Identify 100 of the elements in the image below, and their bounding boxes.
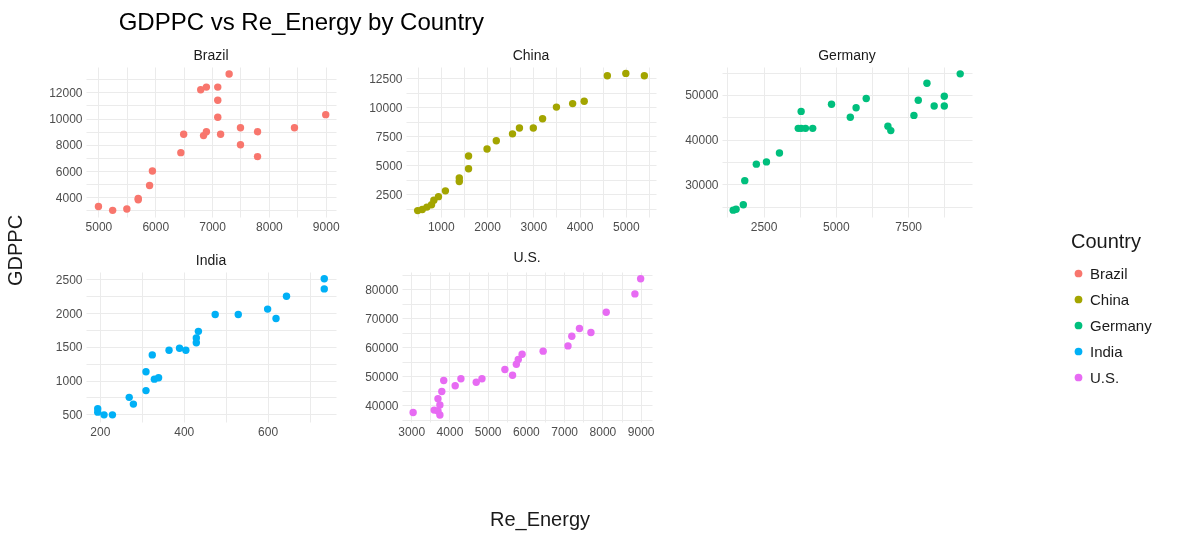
point — [914, 96, 922, 104]
point — [457, 375, 465, 383]
point — [216, 130, 225, 138]
x-tick-label: 5000 — [612, 219, 641, 234]
x-tick-label: 4000 — [566, 219, 594, 234]
point — [290, 124, 299, 132]
x-tick-label: 8000 — [256, 219, 284, 234]
y-tick-label: 2000 — [55, 306, 83, 321]
point — [514, 355, 522, 364]
point — [775, 149, 784, 157]
legend-label: India — [1090, 342, 1124, 360]
point — [214, 83, 222, 91]
point — [552, 103, 561, 111]
point — [145, 181, 154, 190]
point — [956, 70, 964, 78]
y-tick-label: 50000 — [365, 369, 399, 384]
point — [483, 145, 491, 153]
point — [253, 152, 262, 161]
point — [436, 411, 444, 419]
chart-title: Germany — [818, 46, 876, 63]
point — [580, 97, 588, 105]
point — [622, 69, 630, 78]
y-tick-label: 500 — [62, 407, 83, 422]
point — [852, 104, 860, 112]
x-tick-label: 5000 — [474, 424, 502, 439]
point — [568, 332, 576, 341]
point — [636, 275, 645, 283]
y-tick-label: 40000 — [685, 133, 719, 148]
point — [197, 86, 205, 94]
point — [455, 174, 463, 182]
point — [282, 292, 291, 301]
y-tick-label: 50000 — [685, 88, 719, 103]
y-tick-label: 2500 — [375, 187, 403, 202]
point — [741, 176, 749, 185]
point — [930, 102, 938, 110]
point — [177, 148, 185, 157]
point — [263, 305, 272, 313]
x-tick-label: 8000 — [589, 424, 617, 439]
chart-title: China — [512, 47, 550, 63]
point — [434, 395, 442, 403]
point — [797, 107, 805, 116]
y-tick-label: 12000 — [49, 85, 83, 100]
chart-title: U.S. — [513, 248, 541, 265]
point — [515, 124, 524, 132]
y-tick-label: 1000 — [55, 374, 83, 389]
point — [142, 368, 150, 376]
point — [214, 113, 222, 121]
point — [631, 290, 639, 298]
point — [603, 72, 612, 80]
point — [108, 411, 117, 419]
point — [739, 201, 748, 209]
x-tick-label: 2000 — [474, 219, 502, 234]
point — [165, 346, 173, 354]
point — [148, 167, 157, 175]
y-tick-label: 70000 — [365, 311, 399, 326]
point — [436, 401, 444, 409]
y-tick-label: 6000 — [55, 164, 83, 179]
point — [142, 386, 150, 395]
y-tick-label: 10000 — [369, 100, 403, 115]
point — [508, 130, 517, 138]
point — [214, 96, 222, 104]
y-axis-title: GDPPC — [4, 213, 27, 288]
x-tick-label: 7000 — [199, 219, 227, 234]
point — [640, 72, 649, 80]
chart-title: India — [195, 252, 227, 268]
x-tick-label: 9000 — [312, 219, 340, 234]
point — [539, 347, 547, 355]
point — [538, 115, 547, 123]
point — [478, 375, 486, 383]
point — [225, 70, 233, 78]
point — [923, 79, 931, 87]
point — [472, 378, 480, 386]
point — [564, 342, 572, 350]
x-tick-label: 9000 — [627, 424, 655, 439]
y-tick-label: 10000 — [49, 112, 83, 127]
y-tick-label: 60000 — [365, 340, 399, 355]
point — [234, 310, 242, 319]
point — [441, 187, 450, 195]
x-tick-label: 2500 — [750, 219, 778, 234]
legend-label: Brazil — [1090, 264, 1128, 282]
point — [940, 92, 948, 100]
point — [529, 124, 538, 132]
point — [253, 127, 262, 136]
point — [211, 310, 219, 319]
point — [434, 192, 443, 201]
point — [910, 111, 918, 120]
point — [508, 371, 517, 379]
point — [94, 202, 103, 211]
point — [752, 160, 761, 168]
x-tick-label: 4000 — [436, 424, 464, 439]
point — [123, 205, 131, 213]
x-tick-label: 7000 — [551, 424, 579, 439]
x-tick-label: 3000 — [520, 219, 548, 234]
x-tick-label: 7500 — [895, 219, 923, 234]
point — [438, 387, 446, 396]
point — [451, 382, 459, 390]
x-tick-label: 5000 — [85, 219, 113, 234]
point — [887, 126, 895, 135]
y-tick-label: 12500 — [369, 71, 403, 86]
point — [940, 102, 948, 110]
